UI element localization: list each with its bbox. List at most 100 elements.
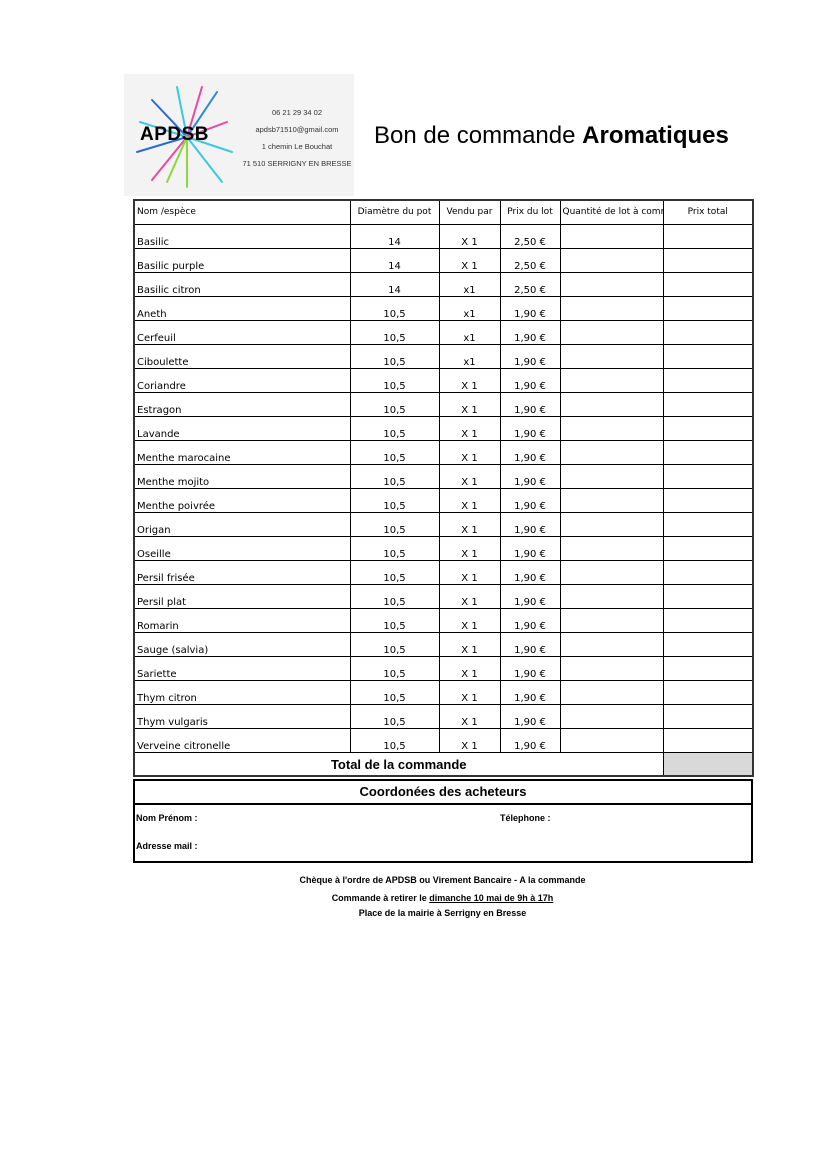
line-total-cell[interactable] — [662, 296, 754, 321]
line-total-cell[interactable] — [662, 224, 754, 249]
quantity-input[interactable] — [562, 681, 661, 704]
quantity-cell[interactable] — [559, 320, 664, 345]
quantity-cell[interactable] — [559, 728, 664, 753]
line-total-input[interactable] — [665, 465, 750, 488]
line-total-input[interactable] — [665, 513, 750, 536]
line-total-cell[interactable] — [662, 392, 754, 417]
quantity-cell[interactable] — [559, 344, 664, 369]
line-total-cell[interactable] — [662, 416, 754, 441]
quantity-input[interactable] — [562, 465, 661, 488]
sold-by: x1 — [438, 296, 501, 321]
line-total-input[interactable] — [665, 585, 750, 608]
quantity-cell[interactable] — [559, 248, 664, 273]
quantity-input[interactable] — [562, 561, 661, 584]
quantity-input[interactable] — [562, 273, 661, 296]
quantity-input[interactable] — [562, 393, 661, 416]
quantity-input[interactable] — [562, 657, 661, 680]
line-total-cell[interactable] — [662, 656, 754, 681]
line-total-input[interactable] — [665, 657, 750, 680]
line-total-cell[interactable] — [662, 272, 754, 297]
line-total-cell[interactable] — [662, 536, 754, 561]
sold-by: X 1 — [438, 368, 501, 393]
line-total-input[interactable] — [665, 417, 750, 440]
line-total-input[interactable] — [665, 273, 750, 296]
phone-field[interactable] — [565, 809, 745, 825]
quantity-input[interactable] — [562, 729, 661, 752]
line-total-cell[interactable] — [662, 464, 754, 489]
line-total-cell[interactable] — [662, 584, 754, 609]
quantity-input[interactable] — [562, 321, 661, 344]
quantity-cell[interactable] — [559, 488, 664, 513]
quantity-cell[interactable] — [559, 392, 664, 417]
line-total-input[interactable] — [665, 393, 750, 416]
line-total-cell[interactable] — [662, 368, 754, 393]
quantity-cell[interactable] — [559, 536, 664, 561]
quantity-input[interactable] — [562, 225, 661, 248]
line-total-input[interactable] — [665, 537, 750, 560]
quantity-input[interactable] — [562, 705, 661, 728]
line-total-input[interactable] — [665, 633, 750, 656]
line-total-cell[interactable] — [662, 488, 754, 513]
line-total-cell[interactable] — [662, 680, 754, 705]
quantity-input[interactable] — [562, 249, 661, 272]
quantity-cell[interactable] — [559, 368, 664, 393]
quantity-cell[interactable] — [559, 440, 664, 465]
line-total-cell[interactable] — [662, 512, 754, 537]
line-total-input[interactable] — [665, 729, 750, 752]
line-total-input[interactable] — [665, 249, 750, 272]
quantity-input[interactable] — [562, 585, 661, 608]
line-total-input[interactable] — [665, 345, 750, 368]
line-total-cell[interactable] — [662, 320, 754, 345]
line-total-input[interactable] — [665, 609, 750, 632]
line-total-cell[interactable] — [662, 560, 754, 585]
line-total-input[interactable] — [665, 705, 750, 728]
quantity-cell[interactable] — [559, 632, 664, 657]
quantity-input[interactable] — [562, 417, 661, 440]
line-total-cell[interactable] — [662, 248, 754, 273]
quantity-input[interactable] — [562, 633, 661, 656]
line-total-cell[interactable] — [662, 728, 754, 753]
line-total-cell[interactable] — [662, 608, 754, 633]
quantity-cell[interactable] — [559, 224, 664, 249]
line-total-cell[interactable] — [662, 440, 754, 465]
title-bold: Aromatiques — [582, 122, 729, 149]
quantity-input[interactable] — [562, 297, 661, 320]
line-total-input[interactable] — [665, 489, 750, 512]
quantity-cell[interactable] — [559, 416, 664, 441]
quantity-input[interactable] — [562, 345, 661, 368]
lot-price: 1,90 € — [499, 656, 561, 681]
quantity-cell[interactable] — [559, 656, 664, 681]
quantity-input[interactable] — [562, 441, 661, 464]
lot-price: 1,90 € — [499, 584, 561, 609]
line-total-input[interactable] — [665, 441, 750, 464]
quantity-cell[interactable] — [559, 704, 664, 729]
quantity-input[interactable] — [562, 537, 661, 560]
sold-by: X 1 — [438, 512, 501, 537]
quantity-input[interactable] — [562, 609, 661, 632]
line-total-cell[interactable] — [662, 344, 754, 369]
quantity-cell[interactable] — [559, 560, 664, 585]
line-total-cell[interactable] — [662, 704, 754, 729]
order-total-value[interactable] — [662, 752, 754, 777]
quantity-cell[interactable] — [559, 464, 664, 489]
line-total-input[interactable] — [665, 561, 750, 584]
line-total-input[interactable] — [665, 225, 750, 248]
name-field[interactable] — [210, 809, 490, 825]
quantity-input[interactable] — [562, 513, 661, 536]
quantity-cell[interactable] — [559, 296, 664, 321]
line-total-input[interactable] — [665, 297, 750, 320]
line-total-input[interactable] — [665, 321, 750, 344]
quantity-cell[interactable] — [559, 680, 664, 705]
email-field[interactable] — [210, 837, 740, 853]
line-total-input[interactable] — [665, 369, 750, 392]
quantity-cell[interactable] — [559, 512, 664, 537]
quantity-input[interactable] — [562, 369, 661, 392]
lot-price: 1,90 € — [499, 704, 561, 729]
quantity-cell[interactable] — [559, 584, 664, 609]
pot-diameter: 10,5 — [349, 704, 440, 729]
quantity-cell[interactable] — [559, 272, 664, 297]
line-total-cell[interactable] — [662, 632, 754, 657]
quantity-cell[interactable] — [559, 608, 664, 633]
line-total-input[interactable] — [665, 681, 750, 704]
quantity-input[interactable] — [562, 489, 661, 512]
